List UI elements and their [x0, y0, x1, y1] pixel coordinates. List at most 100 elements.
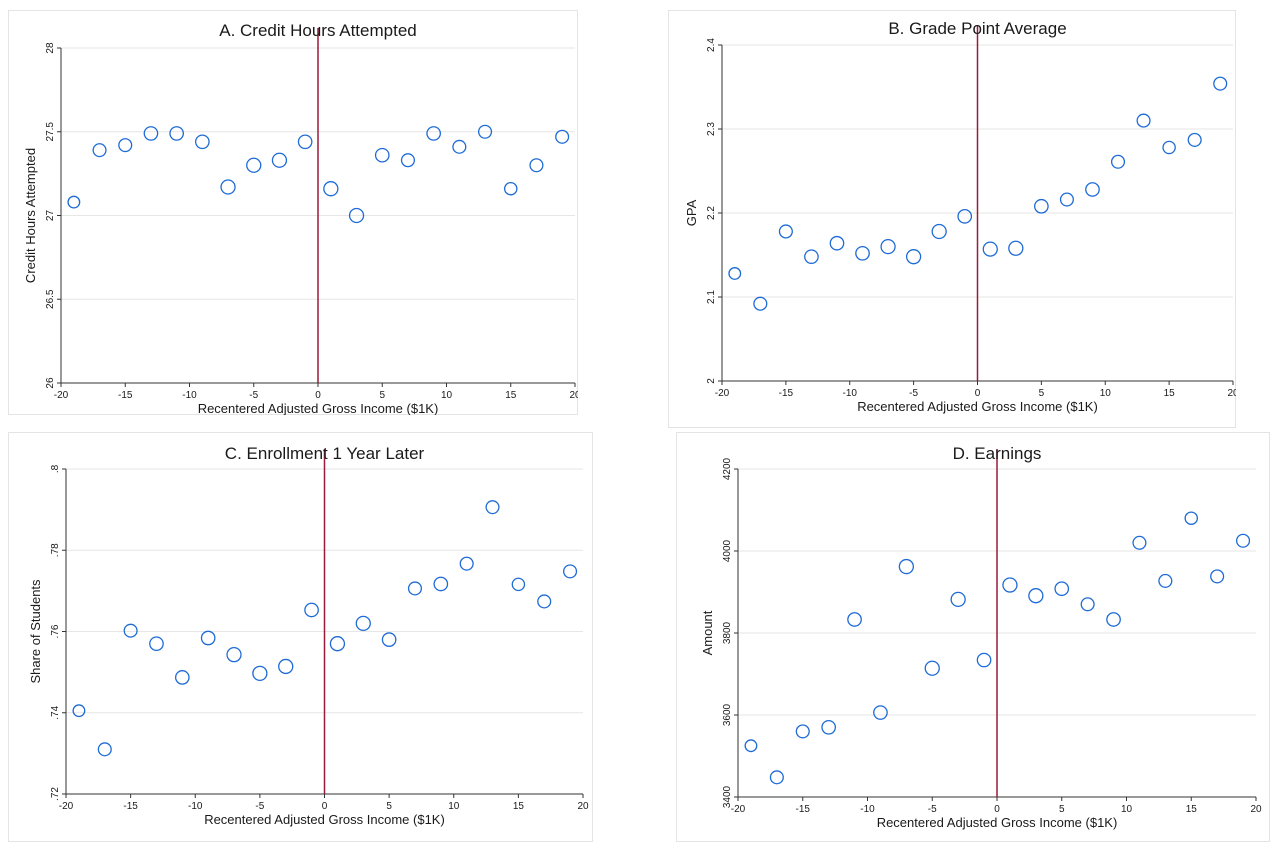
x-tick-label: -10 [860, 804, 875, 815]
y-tick-label: 27 [45, 210, 56, 222]
data-point [511, 577, 526, 592]
panel-c: .72 .74 .76 .78 .8 -20 -15 -10 -5 0 5 10 15 20 C. Enro… [8, 432, 593, 842]
y-tick-label: 2 [706, 378, 717, 384]
data-point [563, 564, 578, 579]
data-point [847, 612, 862, 627]
data-point [1106, 612, 1121, 627]
x-tick-label: 5 [386, 801, 392, 812]
data-point [355, 615, 371, 632]
x-tick-label: 15 [1164, 388, 1176, 399]
data-point [1210, 569, 1225, 584]
data-point [778, 224, 793, 239]
data-point [753, 296, 768, 311]
y-tick-label: 4200 [722, 457, 733, 480]
chart-svg: 2 2.1 2.2 2.3 2.4 -20 -15 -10 -5 0 5 10 15 20 B. Grade… [668, 10, 1236, 428]
y-axis-label: Amount [700, 610, 715, 655]
data-point [67, 195, 81, 209]
data-point [503, 181, 518, 196]
data-point [426, 126, 441, 141]
data-point [1085, 182, 1100, 197]
data-point [931, 223, 947, 240]
chart-svg: 3400 3600 3800 4000 4200 -20 -15 -10 -5 0 5 10 15 20 D… [676, 432, 1270, 842]
x-tick-label: 0 [315, 390, 321, 401]
x-tick-label: 15 [1186, 804, 1198, 815]
data-point [252, 665, 268, 681]
chart-title: A. Credit Hours Attempted [219, 21, 416, 40]
x-tick-label: 10 [1121, 804, 1133, 815]
x-tick-label: 5 [1059, 804, 1065, 815]
data-point [278, 658, 294, 675]
data-point [374, 147, 390, 163]
panel-frame [668, 10, 1236, 428]
y-tick-label: 27.5 [45, 122, 56, 142]
y-tick-label: .72 [50, 787, 61, 801]
y-tick-label: 26.5 [45, 289, 56, 309]
x-tick-label: -20 [715, 388, 730, 399]
data-point [1080, 597, 1095, 612]
x-tick-label: -5 [928, 804, 937, 815]
y-tick-label: .76 [50, 624, 61, 638]
x-tick-label: 5 [379, 390, 385, 401]
data-point [950, 591, 966, 608]
y-tick-label: 28 [45, 42, 56, 54]
y-axis-label: Credit Hours Attempted [23, 148, 38, 283]
x-tick-label: 20 [569, 390, 578, 401]
chart-svg: 26 26.5 27 27.5 28 -20 -15 -10 -5 0 5 10 15 20 A. Cred… [8, 10, 578, 415]
data-point [169, 126, 184, 141]
data-point [769, 770, 784, 785]
y-tick-label: .8 [50, 464, 61, 473]
x-tick-label: 20 [1227, 388, 1236, 399]
x-axis-label: Recentered Adjusted Gross Income ($1K) [198, 401, 439, 415]
data-point [829, 235, 845, 251]
y-tick-label: .78 [50, 543, 61, 557]
x-tick-label: -20 [731, 804, 746, 815]
x-tick-label: -20 [54, 390, 69, 401]
data-point [323, 181, 339, 197]
y-tick-label: 2.4 [706, 38, 717, 52]
data-point [297, 134, 313, 150]
y-tick-label: 2.3 [706, 122, 717, 136]
x-axis-label: Recentered Adjusted Gross Income ($1K) [877, 815, 1118, 830]
x-axis-label: Recentered Adjusted Gross Income ($1K) [204, 812, 445, 827]
data-point [459, 556, 474, 571]
data-point [1187, 132, 1202, 147]
data-point [1235, 533, 1251, 548]
chart-svg: .72 .74 .76 .78 .8 -20 -15 -10 -5 0 5 10 15 20 C. Enro… [8, 432, 593, 842]
panel-frame [8, 432, 593, 842]
x-tick-label: 15 [505, 390, 517, 401]
data-point [433, 576, 449, 592]
data-point [905, 249, 922, 265]
data-point [149, 636, 164, 652]
x-tick-label: 10 [441, 390, 453, 401]
panel-d: 3400 3600 3800 4000 4200 -20 -15 -10 -5 0 5 10 15 20 D… [676, 432, 1270, 842]
data-point [1158, 573, 1173, 588]
x-tick-label: -15 [123, 801, 138, 812]
data-point [1110, 154, 1126, 169]
x-tick-label: -15 [779, 388, 794, 399]
data-point [72, 704, 86, 718]
panel-frame [8, 10, 578, 415]
x-tick-label: 15 [513, 801, 525, 812]
data-point [143, 126, 159, 141]
y-tick-label: 3800 [722, 621, 733, 644]
x-tick-label: 5 [1039, 388, 1045, 399]
data-point [880, 238, 896, 255]
data-point [200, 630, 216, 646]
data-point [123, 623, 138, 638]
data-point [477, 124, 493, 139]
x-tick-label: -5 [249, 390, 258, 401]
data-point [1034, 198, 1049, 214]
data-point [744, 739, 758, 753]
data-point [1002, 577, 1018, 593]
x-tick-label: -10 [188, 801, 203, 812]
x-tick-label: 10 [1100, 388, 1112, 399]
data-point [1213, 76, 1228, 91]
chart-title: C. Enrollment 1 Year Later [225, 444, 425, 463]
x-tick-label: 10 [448, 801, 460, 812]
x-tick-label: -20 [59, 801, 74, 812]
data-point [957, 209, 973, 224]
data-point [195, 134, 210, 150]
x-tick-label: -10 [843, 388, 858, 399]
data-point [92, 143, 107, 158]
data-point [1028, 588, 1044, 604]
